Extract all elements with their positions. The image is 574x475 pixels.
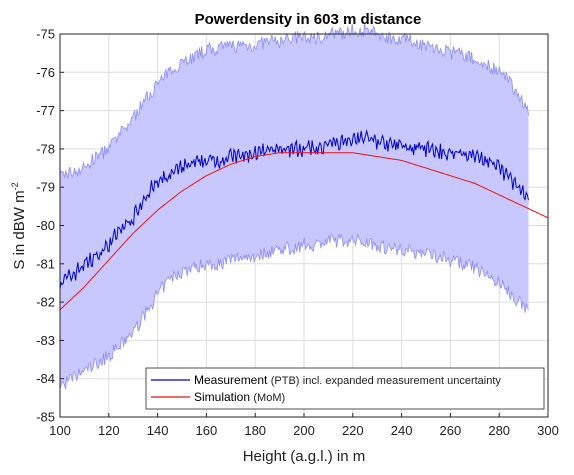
chart-title: Powerdensity in 603 m distance xyxy=(195,11,422,28)
y-tick-label: -79 xyxy=(36,180,55,195)
x-tick-label: 180 xyxy=(244,423,266,438)
y-axis-label: S in dBW m-2 xyxy=(10,182,28,269)
x-tick-label: 160 xyxy=(196,423,218,438)
y-tick-label: -78 xyxy=(36,141,55,156)
legend-measurement-suffix: (PTB) xyxy=(271,375,300,387)
legend-simulation-name: Simulation xyxy=(194,390,250,404)
legend-label-simulation: Simulation (MoM) xyxy=(194,390,285,404)
x-tick-label: 260 xyxy=(440,423,462,438)
legend: Measurement (PTB) incl. expanded measure… xyxy=(145,367,545,410)
legend-simulation-suffix: (MoM) xyxy=(253,392,285,404)
series-lines xyxy=(59,129,549,311)
y-axis-label-superscript: -2 xyxy=(10,182,20,190)
x-tick-label: 240 xyxy=(391,423,413,438)
x-tick-label: 220 xyxy=(342,423,364,438)
y-tick-label: -80 xyxy=(36,218,55,233)
y-tick-label: -82 xyxy=(36,295,55,310)
x-tick-label: 200 xyxy=(293,423,315,438)
x-tick-label: 100 xyxy=(49,423,71,438)
y-tick-label: -81 xyxy=(36,256,55,271)
y-axis-label-main: S in dBW m xyxy=(11,190,28,269)
simulation-line xyxy=(59,152,549,311)
uncertainty-band-fill xyxy=(60,23,529,390)
x-tick-label: 140 xyxy=(147,423,169,438)
y-tick-label: -84 xyxy=(36,371,55,386)
x-tick-label: 120 xyxy=(98,423,120,438)
x-tick-labels: 100 120 140 160 180 200 220 240 260 280 300 xyxy=(49,413,559,438)
legend-box xyxy=(145,367,545,410)
y-tick-label: -83 xyxy=(36,333,55,348)
x-tick-label: 300 xyxy=(537,423,559,438)
x-axis-label: Height (a.g.l.) in m xyxy=(243,448,366,465)
y-tick-label: -85 xyxy=(36,410,55,425)
uncertainty-lower-bound xyxy=(59,233,529,390)
legend-measurement-name: Measurement xyxy=(194,373,268,387)
y-tick-labels: -75 -76 -77 -78 -79 -80 -81 -82 -83 -84 -85 xyxy=(36,27,64,425)
x-tick-label: 280 xyxy=(488,423,510,438)
y-tick-label: -77 xyxy=(36,103,55,118)
measurement-line xyxy=(59,129,529,290)
y-tick-label: -75 xyxy=(36,27,55,42)
y-tick-label: -76 xyxy=(36,65,55,80)
legend-label-measurement: Measurement (PTB) incl. expanded measure… xyxy=(194,373,501,387)
legend-measurement-tail: incl. expanded measurement uncertainty xyxy=(303,375,502,387)
